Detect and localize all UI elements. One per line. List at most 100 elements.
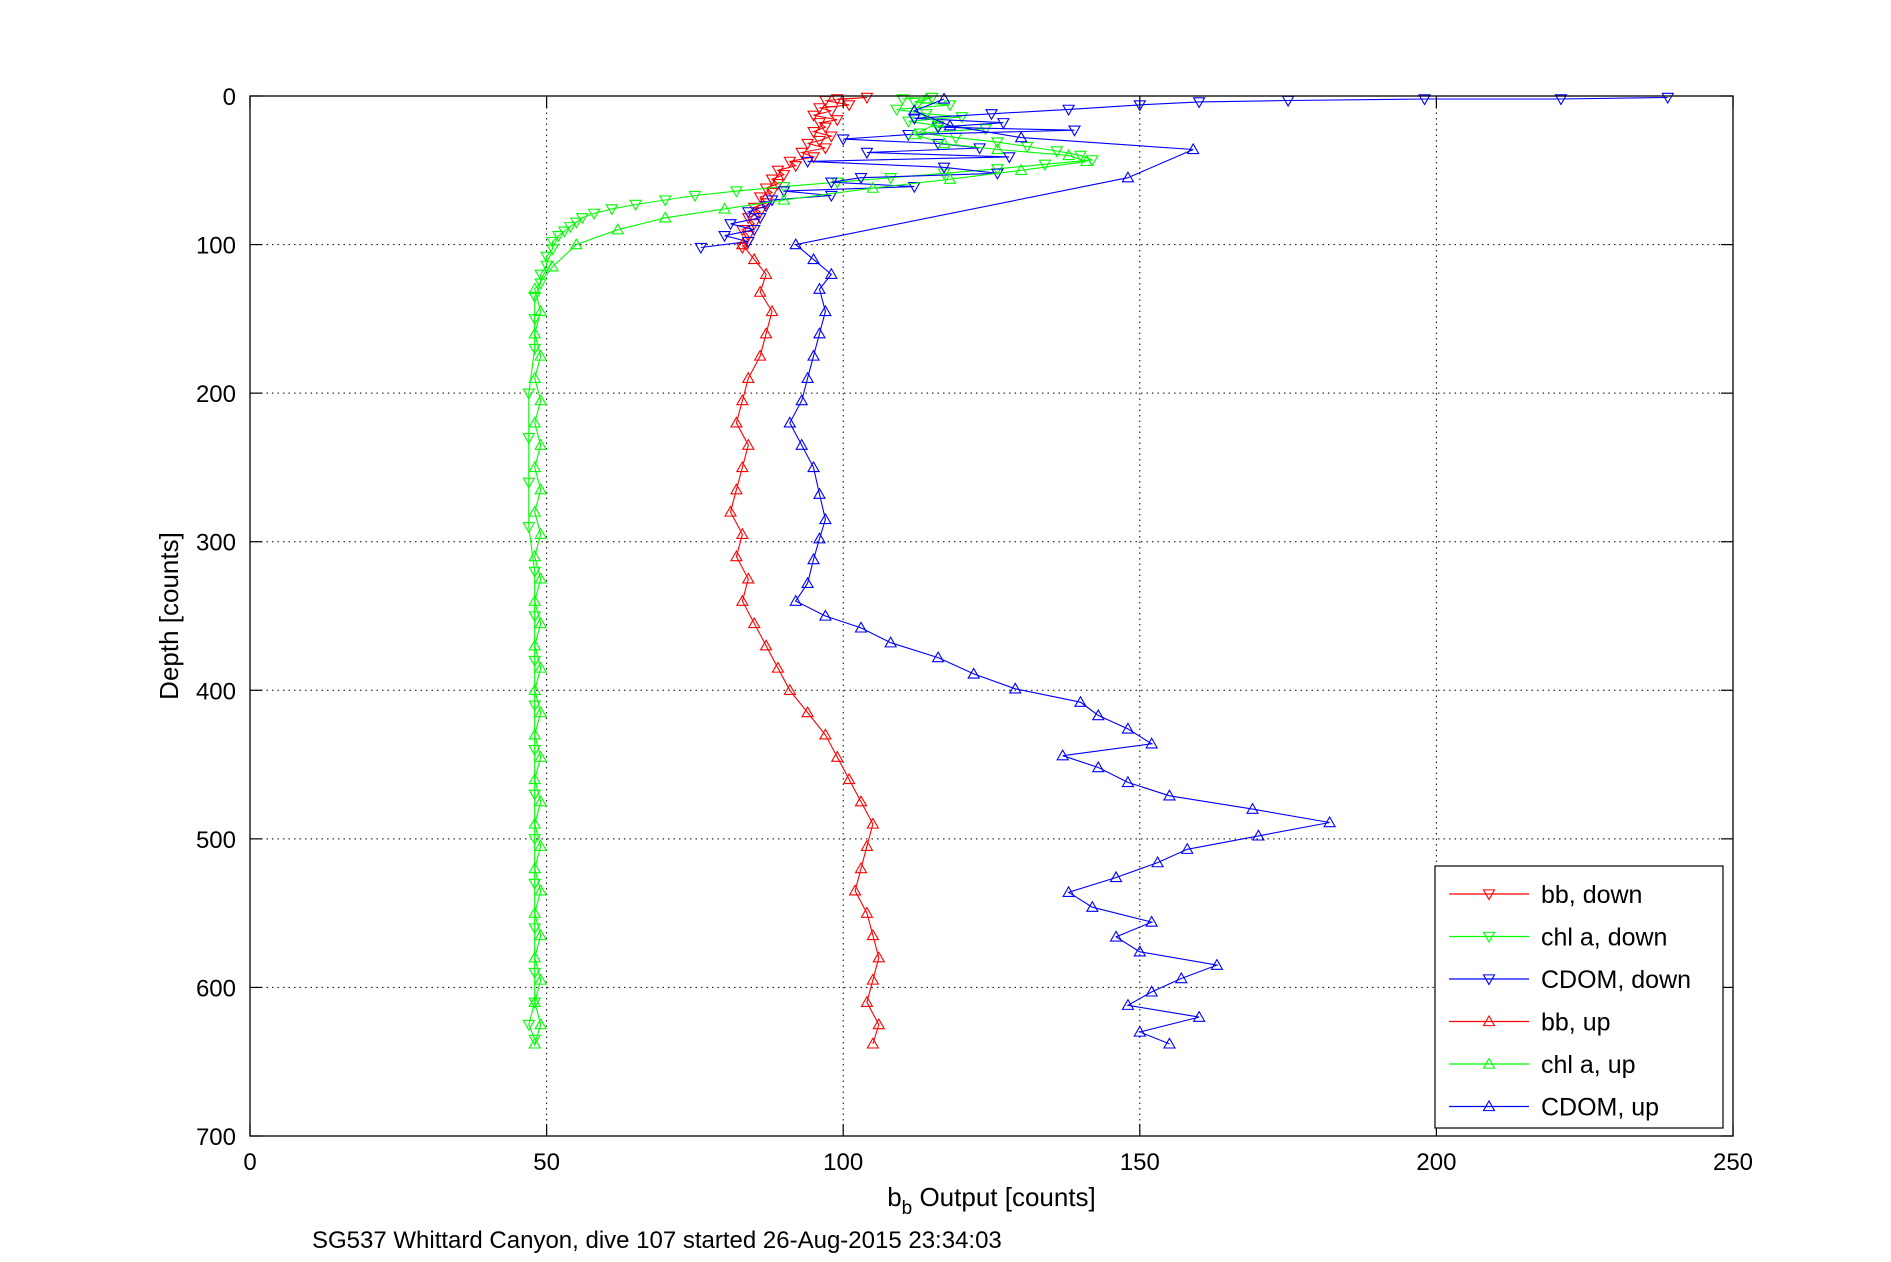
y-tick-label: 100 xyxy=(196,233,236,260)
data-point xyxy=(658,195,672,207)
data-point xyxy=(765,187,779,200)
data-point xyxy=(943,172,957,184)
data-point xyxy=(718,230,732,243)
data-point xyxy=(1056,749,1070,761)
data-point xyxy=(741,371,755,383)
data-point xyxy=(807,126,820,139)
x-tick-label: 150 xyxy=(1120,1149,1160,1176)
data-point xyxy=(534,269,548,281)
data-point xyxy=(824,267,838,279)
data-point xyxy=(528,505,542,517)
data-point xyxy=(694,242,708,255)
x-tick-label: 250 xyxy=(1713,1149,1753,1176)
data-point xyxy=(765,195,779,207)
data-point xyxy=(528,951,542,963)
data-point xyxy=(896,94,909,106)
data-point xyxy=(729,483,743,495)
data-point xyxy=(1145,985,1159,997)
data-point xyxy=(818,122,832,134)
data-point xyxy=(1246,802,1259,814)
y-axis-label: Depth [counts] xyxy=(154,532,184,700)
data-point xyxy=(813,532,826,544)
data-point xyxy=(522,477,536,489)
data-point xyxy=(552,230,565,243)
data-point xyxy=(848,884,862,896)
legend-item: CDOM, down xyxy=(1449,966,1691,994)
legend-marker xyxy=(1482,931,1496,944)
data-point xyxy=(931,650,945,663)
data-point xyxy=(534,527,548,539)
data-point xyxy=(534,278,548,290)
data-point xyxy=(813,103,826,115)
data-point xyxy=(813,135,826,148)
data-point xyxy=(777,170,791,182)
data-point xyxy=(884,173,898,185)
data-point xyxy=(801,371,815,383)
data-point xyxy=(765,304,779,317)
data-point xyxy=(724,505,737,517)
data-point xyxy=(718,202,732,214)
legend-item: bb, up xyxy=(1449,1009,1611,1037)
data-point xyxy=(534,750,548,762)
data-point xyxy=(528,1037,542,1049)
x-tick-label: 100 xyxy=(823,1149,863,1176)
data-point xyxy=(985,109,998,121)
series-layer xyxy=(522,92,1675,1049)
data-point xyxy=(534,705,548,718)
data-point xyxy=(943,119,957,131)
data-point xyxy=(967,667,981,679)
data-point xyxy=(866,973,880,985)
x-axis-label-subscript: b xyxy=(902,1198,913,1219)
data-point xyxy=(522,388,536,400)
data-point xyxy=(866,817,880,829)
data-point xyxy=(807,552,820,565)
data-point xyxy=(1151,856,1165,868)
data-point xyxy=(990,137,1004,149)
data-point xyxy=(759,639,773,651)
data-point xyxy=(979,124,993,136)
x-tick-labels: 0 50 100 150 200 250 xyxy=(243,1149,1753,1176)
series-line xyxy=(534,98,1087,1045)
legend-label: chl a, up xyxy=(1541,1051,1636,1079)
data-point xyxy=(534,973,548,985)
data-point xyxy=(528,314,542,326)
data-point xyxy=(771,661,785,673)
data-point xyxy=(1062,148,1076,161)
data-point xyxy=(1121,722,1135,734)
data-point xyxy=(1163,789,1176,801)
data-point xyxy=(801,156,815,168)
data-point xyxy=(795,438,809,450)
data-point xyxy=(907,181,921,194)
x-axis-label-main: b xyxy=(887,1182,901,1212)
data-point xyxy=(789,161,803,173)
data-point xyxy=(1062,885,1076,898)
data-point xyxy=(795,147,809,160)
legend-item: chl a, up xyxy=(1449,1051,1636,1079)
data-point xyxy=(534,393,548,406)
data-point xyxy=(546,236,559,249)
data-point xyxy=(854,795,868,807)
data-point xyxy=(1554,94,1568,106)
data-point xyxy=(1014,130,1028,143)
data-point xyxy=(534,1017,548,1030)
data-point xyxy=(1418,94,1431,106)
data-point xyxy=(890,104,904,116)
data-point xyxy=(777,193,791,205)
data-point xyxy=(741,207,755,219)
data-point xyxy=(528,594,542,606)
data-point xyxy=(866,928,880,941)
data-point xyxy=(528,460,542,473)
data-point xyxy=(860,92,874,105)
data-point xyxy=(522,1019,536,1032)
data-point xyxy=(1068,125,1081,137)
data-point xyxy=(729,186,743,198)
data-point xyxy=(1038,159,1052,171)
legend-label: bb, up xyxy=(1541,1009,1611,1037)
data-point xyxy=(830,750,844,762)
data-point xyxy=(528,291,542,304)
data-point xyxy=(1008,682,1022,694)
data-point xyxy=(1133,1025,1147,1037)
x-tick-label: 50 xyxy=(533,1149,560,1176)
data-point xyxy=(824,190,838,203)
data-point xyxy=(658,211,672,223)
